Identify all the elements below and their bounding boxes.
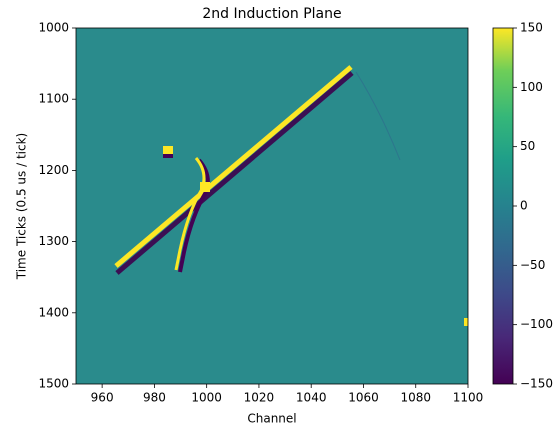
colorbar bbox=[492, 27, 514, 385]
plot-frame bbox=[75, 27, 469, 385]
y-axis-label: Time Ticks (0.5 us / tick) bbox=[15, 133, 29, 280]
y-tick-label: 1100 bbox=[38, 92, 69, 106]
x-tick-label: 980 bbox=[143, 391, 166, 405]
x-tick-label: 1060 bbox=[348, 391, 379, 405]
colorbar-tick-label: 50 bbox=[520, 139, 535, 153]
y-tick-label: 1000 bbox=[38, 21, 69, 35]
chart-title: 2nd Induction Plane bbox=[202, 6, 341, 22]
y-tick-label: 1200 bbox=[38, 163, 69, 177]
x-tick-label: 1000 bbox=[191, 391, 222, 405]
colorbar-tick-label: 100 bbox=[520, 80, 543, 94]
x-tick-label: 1080 bbox=[400, 391, 431, 405]
colorbar-tick-label: 0 bbox=[520, 199, 528, 213]
y-tick-label: 1500 bbox=[38, 377, 69, 391]
x-tick-label: 1020 bbox=[244, 391, 275, 405]
heatmap-tracks bbox=[114, 65, 468, 326]
colorbar-tick-label: −100 bbox=[520, 317, 553, 331]
colorbar-tick-label: −50 bbox=[520, 258, 545, 272]
x-axis-label: Channel bbox=[247, 412, 296, 426]
x-tick-label: 1040 bbox=[296, 391, 327, 405]
x-tick-label: 1100 bbox=[453, 391, 484, 405]
colorbar-tick-label: 150 bbox=[520, 21, 543, 35]
y-tick-label: 1300 bbox=[38, 234, 69, 248]
heatmap-background bbox=[76, 28, 468, 384]
colorbar-tick-label: −150 bbox=[520, 377, 553, 391]
x-tick-label: 960 bbox=[91, 391, 114, 405]
y-tick-label: 1400 bbox=[38, 305, 69, 319]
